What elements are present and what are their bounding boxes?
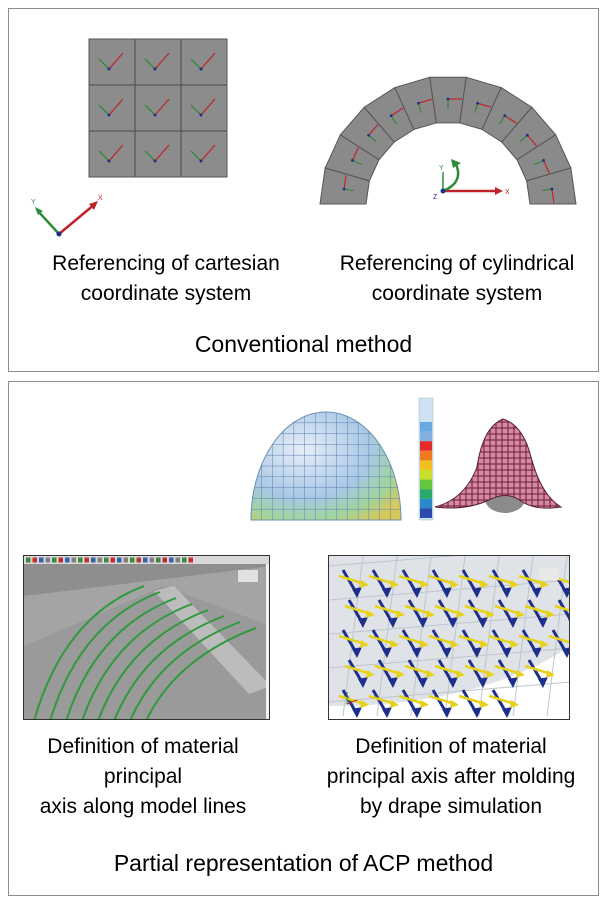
cylindrical-caption: Referencing of cylindrical coordinate sy… — [339, 252, 575, 305]
model-lines-screenshot — [23, 555, 270, 720]
drape-simulation-screenshot — [328, 555, 570, 720]
conventional-method-title: Conventional method — [194, 331, 413, 357]
model-lines-caption: Definition of material principal axis al… — [39, 735, 247, 818]
cyl-triad-y-label: Y — [439, 165, 444, 172]
acp-method-title: Partial representation of ACP method — [113, 850, 494, 876]
drape-caption: Definition of material principal axis af… — [326, 735, 576, 818]
dome-mesh-render — [250, 397, 434, 521]
cartesian-caption: Referencing of cartesian coordinate syst… — [52, 252, 280, 305]
cyl-triad-x-label: X — [505, 189, 510, 196]
cartesian-grid-diagram — [88, 38, 228, 178]
draped-fabric-render — [434, 418, 563, 513]
cartesian-reference-triad: Y X — [31, 195, 103, 237]
triad-y-label: Y — [31, 199, 36, 206]
acp-method-panel: Definition of material principal axis al… — [8, 381, 599, 896]
triad-x-label: X — [98, 195, 103, 202]
cyl-triad-z-label: Z — [433, 194, 438, 201]
cylindrical-arch-diagram — [319, 76, 577, 205]
cylindrical-reference-triad: X Y Z — [433, 159, 510, 201]
conventional-method-panel: Y X X Y Z Referencing of cartesian coord… — [8, 8, 599, 372]
